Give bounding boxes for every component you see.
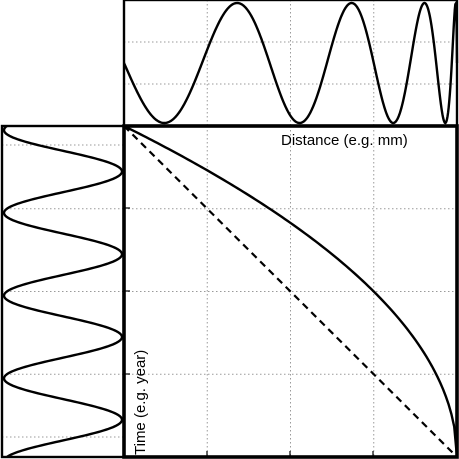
main-dashed-line [123, 125, 458, 458]
left-panel-grid [2, 144, 124, 438]
main-solid-curve [123, 124, 459, 458]
top-panel-curve [122, 0, 459, 125]
left-panel-curve [2, 125, 124, 458]
main-axis-ticks [123, 125, 458, 458]
x-axis-label: Distance (e.g. mm) [281, 132, 408, 149]
top-panel [122, 0, 459, 128]
top-panel-grid [124, 0, 457, 126]
y-axis-label: Time (e.g. year) [132, 350, 149, 455]
